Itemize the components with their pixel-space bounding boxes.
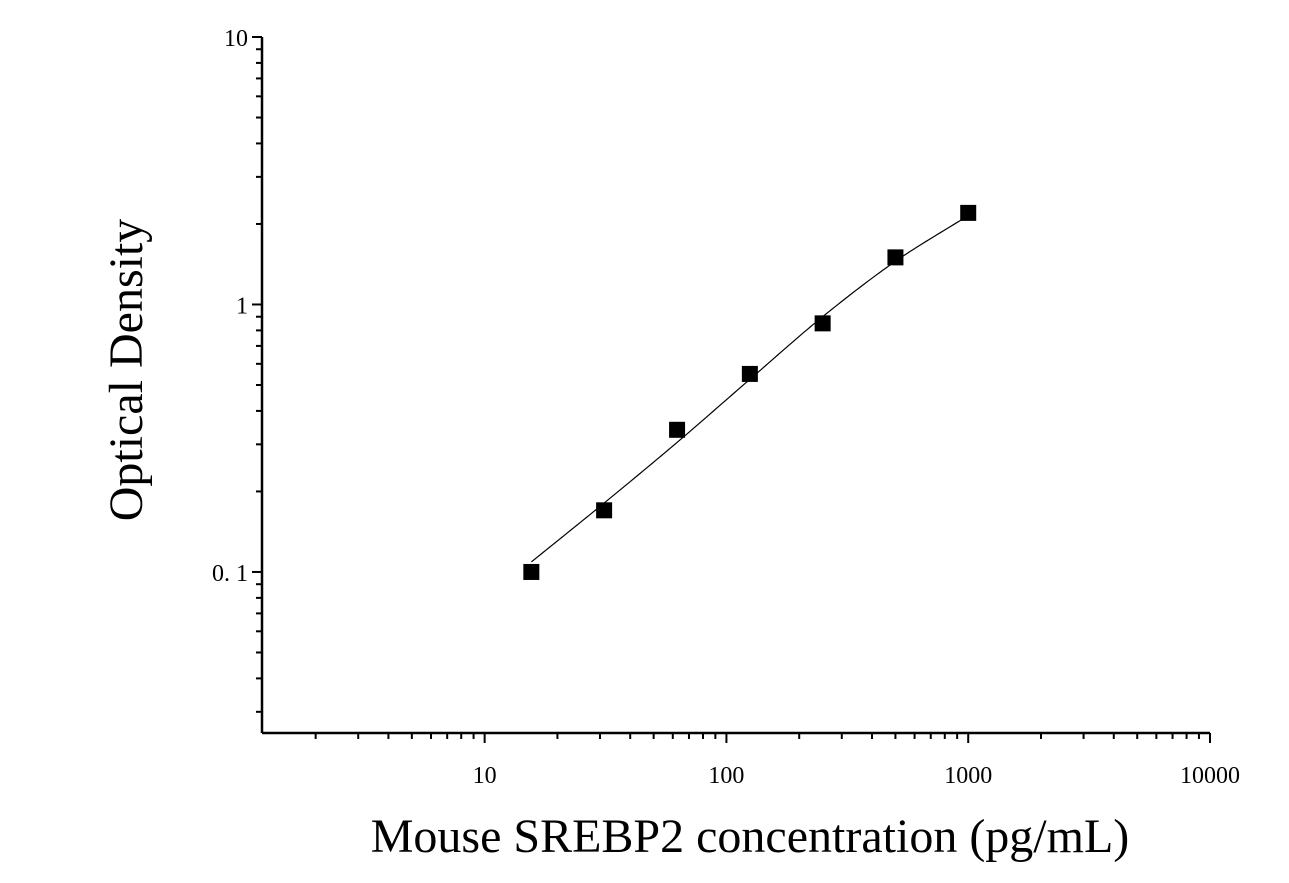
y-axis-title: Optical Density bbox=[100, 219, 153, 522]
data-point-marker bbox=[814, 315, 831, 332]
data-point-marker bbox=[960, 204, 977, 221]
x-tick-label: 1000 bbox=[944, 763, 992, 789]
data-point-marker bbox=[523, 563, 540, 580]
data-point-marker bbox=[669, 421, 686, 438]
axes bbox=[252, 36, 1211, 743]
data-point-marker bbox=[887, 249, 904, 266]
data-points bbox=[523, 204, 977, 580]
y-tick-label: 1 bbox=[236, 293, 248, 319]
y-tick-label: 0. 1 bbox=[212, 561, 248, 587]
x-tick-label: 100 bbox=[708, 763, 744, 789]
y-tick-label: 10 bbox=[224, 26, 248, 52]
x-axis-title: Mouse SREBP2 concentration (pg/mL) bbox=[371, 810, 1130, 863]
x-tick-label: 10000 bbox=[1180, 763, 1240, 789]
data-point-marker bbox=[741, 365, 758, 382]
x-tick-label: 10 bbox=[473, 763, 497, 789]
data-point-marker bbox=[596, 502, 613, 519]
tick-labels: 10 100 1000 10000 0. 1 1 10 bbox=[212, 26, 1240, 789]
